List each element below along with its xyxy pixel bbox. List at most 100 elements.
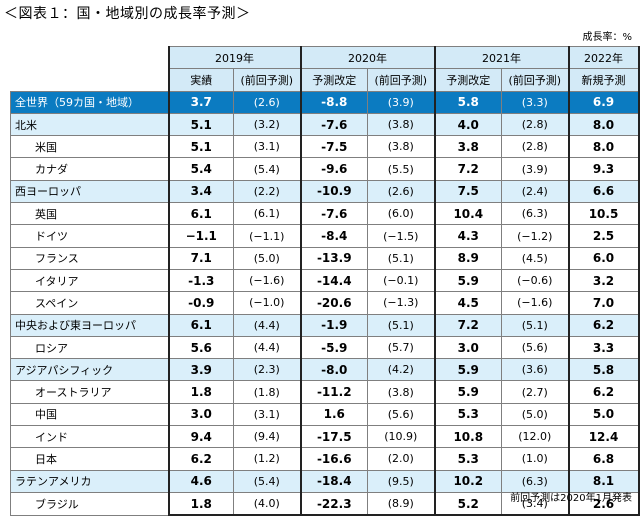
value-cell: (3.8) xyxy=(367,380,435,404)
value-cell: -13.9 xyxy=(299,246,368,270)
value-cell: (6.3) xyxy=(501,469,569,493)
value-cell: (4.4) xyxy=(233,313,301,337)
value-cell: (1.0) xyxy=(501,447,569,471)
country-row: カナダ 5.4 (5.4) -9.6 (5.5) 7.2 (3.9) 9.3 xyxy=(10,157,640,181)
value-cell: 6.9 xyxy=(567,90,640,114)
value-cell: 2.6 xyxy=(567,491,640,516)
value-cell: 7.2 xyxy=(433,313,502,337)
subheader-row: 実績 (前回予測) 予測改定 (前回予測) 予測改定 (前回予測) 新規予測 xyxy=(10,68,640,92)
world-row: 全世界（59カ国・地域） 3.7 (2.6) -8.8 (3.9) 5.8 (3.3) 6.9 xyxy=(10,90,640,114)
value-cell: 4.0 xyxy=(433,112,502,137)
subheader-revised: 予測改定 xyxy=(299,68,368,92)
value-cell: (3.3) xyxy=(501,90,569,114)
value-cell: 5.8 xyxy=(567,358,640,382)
value-cell: −1.1 xyxy=(167,224,234,248)
country-row: 英国 6.1 (6.1) -7.6 (6.0) 10.4 (6.3) 10.5 xyxy=(10,202,640,226)
value-cell: (4.4) xyxy=(233,335,301,360)
value-cell: 8.1 xyxy=(567,469,640,493)
value-cell: 12.4 xyxy=(567,425,640,449)
value-cell: (2.4) xyxy=(501,179,569,204)
country-row: インド 9.4 (9.4) -17.5 (10.9) 10.8 (12.0) 12.4 xyxy=(10,425,640,449)
row-label: フランス xyxy=(10,246,169,270)
value-cell: -7.6 xyxy=(299,112,368,137)
row-label: 中国 xyxy=(10,402,169,427)
value-cell: (9.4) xyxy=(233,425,301,449)
value-cell: 8.0 xyxy=(567,112,640,137)
value-cell: 1.6 xyxy=(299,402,368,427)
value-cell: (5.4) xyxy=(233,157,301,181)
country-row: 中国 3.0 (3.1) 1.6 (5.6) 5.3 (5.0) 5.0 xyxy=(10,402,640,427)
value-cell: -8.0 xyxy=(299,358,368,382)
value-cell: 5.9 xyxy=(433,358,502,382)
value-cell: -9.6 xyxy=(299,157,368,181)
value-cell: (3.1) xyxy=(233,402,301,427)
value-cell: (12.0) xyxy=(501,425,569,449)
value-cell: (3.8) xyxy=(367,112,435,137)
value-cell: (5.6) xyxy=(501,335,569,360)
footnote: 前回予測は2020年1月発表 xyxy=(510,493,632,504)
table-body: 全世界（59カ国・地域） 3.7 (2.6) -8.8 (3.9) 5.8 (3.3) 6.9… xyxy=(10,90,640,516)
country-row: イタリア -1.3 (−1.6) -14.4 (−0.1) 5.9 (−0.6) 3.2 xyxy=(10,268,640,293)
country-row: スペイン -0.9 (−1.0) -20.6 (−1.3) 4.5 (−1.6) 7.0 xyxy=(10,291,640,315)
year-2019-header: 2019年 xyxy=(167,45,301,70)
region-row: 中央および東ヨーロッパ 6.1 (4.4) -1.9 (5.1) 7.2 (5.1) 6.2 xyxy=(10,313,640,337)
value-cell: -11.2 xyxy=(299,380,368,404)
value-cell: (2.3) xyxy=(233,358,301,382)
country-row: 日本 6.2 (1.2) -16.6 (2.0) 5.3 (1.0) 6.8 xyxy=(10,447,640,471)
country-row: ロシア 5.6 (4.4) -5.9 (5.7) 3.0 (5.6) 3.3 xyxy=(10,335,640,360)
value-cell: 10.5 xyxy=(567,202,640,226)
value-cell: 5.9 xyxy=(433,268,502,293)
region-row: アジアパシフィック 3.9 (2.3) -8.0 (4.2) 5.9 (3.6) 5.8 xyxy=(10,358,640,382)
value-cell: -1.3 xyxy=(167,268,234,293)
value-cell: -10.9 xyxy=(299,179,368,204)
row-label: 西ヨーロッパ xyxy=(10,179,169,204)
value-cell: 7.5 xyxy=(433,179,502,204)
country-row: 米国 5.1 (3.1) -7.5 (3.8) 3.8 (2.8) 8.0 xyxy=(10,135,640,159)
value-cell: (6.1) xyxy=(233,202,301,226)
value-cell: (3.6) xyxy=(501,358,569,382)
value-cell: 3.9 xyxy=(167,358,234,382)
subheader-previous: (前回予測) xyxy=(233,68,301,92)
value-cell: 8.0 xyxy=(567,135,640,159)
value-cell: -22.3 xyxy=(299,491,368,516)
value-cell: -5.9 xyxy=(299,335,368,360)
subheader-actual: 実績 xyxy=(167,68,234,92)
value-cell: 6.8 xyxy=(567,447,640,471)
value-cell: 1.8 xyxy=(167,380,234,404)
row-label: ラテンアメリカ xyxy=(10,469,169,493)
value-cell: (5.4) xyxy=(233,469,301,493)
value-cell: 7.0 xyxy=(567,291,640,315)
row-label: 全世界（59カ国・地域） xyxy=(10,90,169,114)
value-cell: -0.9 xyxy=(167,291,234,315)
value-cell: 3.0 xyxy=(167,402,234,427)
row-label: 北米 xyxy=(10,112,169,137)
row-label: イタリア xyxy=(10,268,169,293)
value-cell: (4.2) xyxy=(367,358,435,382)
row-label: インド xyxy=(10,425,169,449)
value-cell: (8.9) xyxy=(367,491,435,516)
value-cell: 5.4 xyxy=(167,157,234,181)
region-row: 西ヨーロッパ 3.4 (2.2) -10.9 (2.6) 7.5 (2.4) 6.6 xyxy=(10,179,640,204)
value-cell: (1.2) xyxy=(233,447,301,471)
value-cell: 3.7 xyxy=(167,90,234,114)
growth-forecast-table: 2019年 2020年 2021年 2022年 実績 (前回予測) 予測改定 (… xyxy=(10,45,640,516)
value-cell: (3.9) xyxy=(501,157,569,181)
row-label: 英国 xyxy=(10,202,169,226)
value-cell: (−1.6) xyxy=(233,268,301,293)
value-cell: 9.4 xyxy=(167,425,234,449)
value-cell: 6.2 xyxy=(567,313,640,337)
row-label: ブラジル xyxy=(10,491,169,516)
value-cell: -1.9 xyxy=(299,313,368,337)
row-label: アジアパシフィック xyxy=(10,358,169,382)
value-cell: -18.4 xyxy=(299,469,368,493)
value-cell: 3.2 xyxy=(567,268,640,293)
country-row: オーストラリア 1.8 (1.8) -11.2 (3.8) 5.9 (2.7) 6.2 xyxy=(10,380,640,404)
value-cell: 5.6 xyxy=(167,335,234,360)
value-cell: (3.2) xyxy=(233,112,301,137)
value-cell: 9.3 xyxy=(567,157,640,181)
value-cell: -20.6 xyxy=(299,291,368,315)
value-cell: -8.8 xyxy=(299,90,368,114)
value-cell: (5.1) xyxy=(501,313,569,337)
year-2022-header: 2022年 xyxy=(567,45,640,70)
subheader-new-forecast: 新規予測 xyxy=(567,68,640,92)
